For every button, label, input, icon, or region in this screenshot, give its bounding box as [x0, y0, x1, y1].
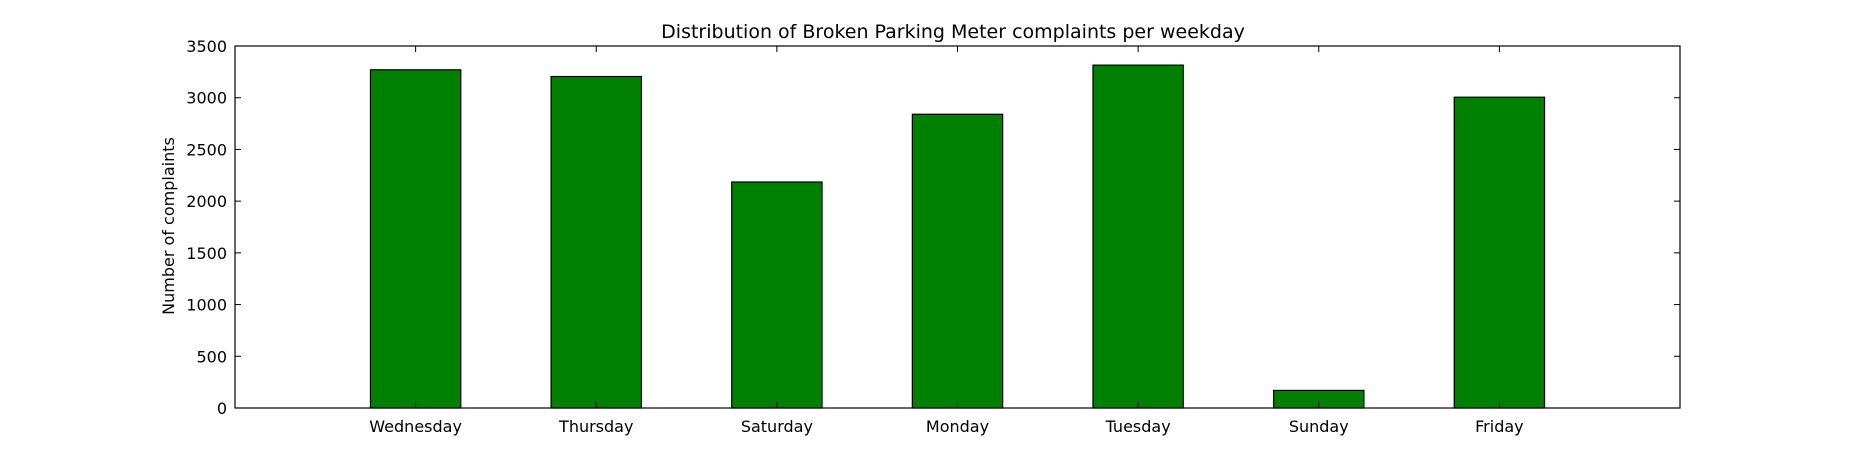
x-tick-label-tuesday: Tuesday — [1105, 417, 1171, 436]
x-tick-label-thursday: Thursday — [558, 417, 633, 436]
x-tick-label-monday: Monday — [926, 417, 989, 436]
y-tick-label: 3500 — [186, 37, 227, 56]
x-tick-label-wednesday: Wednesday — [369, 417, 462, 436]
y-axis-label: Number of complaints — [159, 137, 178, 315]
y-tick-label: 1000 — [186, 296, 227, 315]
bar-tuesday — [1092, 64, 1184, 409]
bar-saturday — [731, 181, 823, 409]
bar-friday — [1453, 96, 1546, 409]
y-tick-label: 0 — [217, 399, 227, 418]
bar-thursday — [550, 75, 643, 409]
y-axis-ticks: 0 500 1000 1500 2000 2500 3000 3500 — [186, 37, 1680, 418]
y-tick-label: 3000 — [186, 89, 227, 108]
x-axis-ticks: Wednesday Thursday Saturday Monday Tuesday Su… — [369, 46, 1524, 436]
x-tick-label-friday: Friday — [1475, 417, 1524, 436]
x-tick-label-saturday: Saturday — [741, 417, 813, 436]
x-tick-label-sunday: Sunday — [1289, 417, 1349, 436]
bars-group — [369, 64, 1546, 409]
bar-wednesday — [369, 69, 462, 409]
y-tick-label: 2500 — [186, 140, 227, 159]
bar-monday — [911, 113, 1004, 409]
y-tick-label: 1500 — [186, 244, 227, 263]
y-tick-label: 2000 — [186, 192, 227, 211]
chart-title: Distribution of Broken Parking Meter com… — [661, 21, 1245, 43]
y-tick-label: 500 — [196, 347, 227, 366]
axes-frame — [234, 45, 1681, 409]
